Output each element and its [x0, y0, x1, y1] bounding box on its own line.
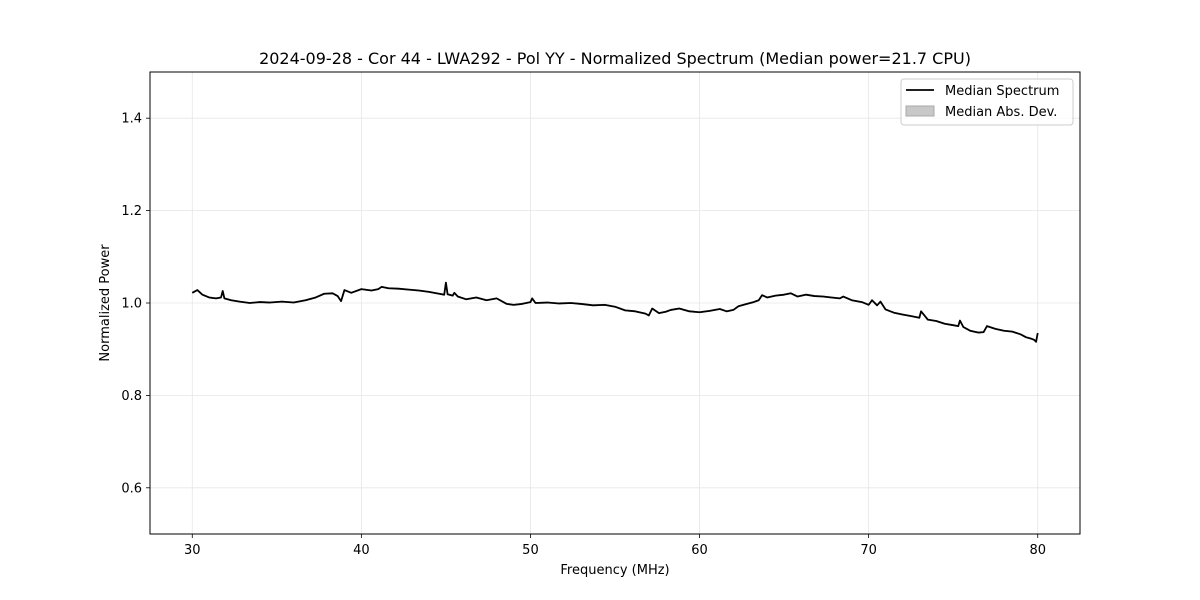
x-tick-label: 80 — [1029, 543, 1046, 558]
chart-title: 2024-09-28 - Cor 44 - LWA292 - Pol YY - … — [259, 49, 971, 68]
x-tick-label: 70 — [860, 543, 877, 558]
median-spectrum-line — [191, 281, 1039, 343]
y-tick-label: 0.8 — [121, 389, 142, 404]
y-axis-label: Normalized Power — [98, 244, 113, 362]
x-axis-label: Frequency (MHz) — [560, 563, 669, 578]
x-tick-label: 30 — [184, 543, 201, 558]
series-layer — [191, 281, 1039, 343]
axis-ticks: 30 40 50 60 70 80 0.6 0.8 1.0 1.2 1.4 — [121, 112, 1046, 558]
y-tick-label: 1.0 — [121, 297, 142, 312]
y-tick-label: 1.2 — [121, 204, 142, 219]
x-tick-label: 60 — [691, 543, 708, 558]
y-tick-label: 1.4 — [121, 112, 142, 127]
legend: Median Spectrum Median Abs. Dev. — [900, 78, 1074, 126]
legend-box — [900, 78, 1074, 126]
x-tick-label: 40 — [353, 543, 370, 558]
x-tick-label: 50 — [522, 543, 539, 558]
legend-patch-swatch — [905, 105, 935, 117]
y-tick-label: 0.6 — [121, 481, 142, 496]
legend-label-median-abs-dev: Median Abs. Dev. — [945, 105, 1057, 120]
legend-label-median-spectrum: Median Spectrum — [945, 84, 1059, 99]
